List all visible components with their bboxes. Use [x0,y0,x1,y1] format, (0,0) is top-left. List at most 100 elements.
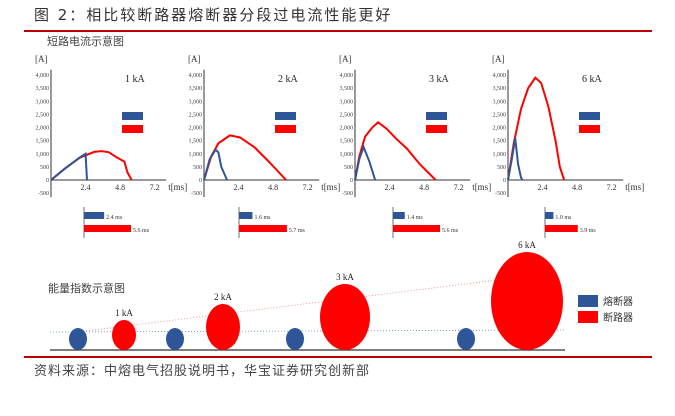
y-tick-label: 2,000 [189,126,203,132]
legend-swatch-breaker [578,311,598,323]
fuse-trend-line [49,329,566,333]
breaker-time-bar [239,225,287,232]
fuse-energy-bubble [457,328,475,350]
y-unit-label: [A] [492,54,505,64]
panel-label: 3 kA [429,74,450,85]
x-unit-label: t[ms] [472,182,491,192]
y-tick-label: 2,000 [340,126,354,132]
figure-title: 图 2：相比较断路器熔断器分段过电流性能更好 [34,6,393,24]
y-tick-label: 3,500 [493,86,507,92]
breaker-current-line [50,150,133,181]
fuse-time-label: 2.4 ms [106,215,123,221]
fuse-energy-bubble [166,328,184,350]
x-tick-label: 4.8 [572,183,582,192]
top-rule [24,30,652,32]
legend-swatch-breaker [579,125,600,133]
fuse-time-bar [393,212,405,219]
y-tick-label: 2,000 [493,126,507,132]
legend-label-breaker: 断路器 [603,311,633,324]
fuse-current-line [354,144,377,181]
fuse-time-bar [239,212,253,219]
x-tick-label: 7.2 [303,183,313,192]
y-tick-label: 1,000 [493,152,507,158]
breaker-time-bar [393,225,441,232]
bubble-label: 3 kA [336,272,354,282]
y-tick-label: 3,500 [189,86,203,92]
y-unit-label: [A] [35,54,48,64]
x-tick-label: 7.2 [150,183,160,192]
fuse-time-label: 1.6 ms [254,215,271,221]
y-tick-label: 1,500 [36,139,50,145]
x-tick-label: 7.2 [607,183,617,192]
x-tick-label: 4.8 [268,183,278,192]
bubble-label: 1 kA [115,308,133,318]
legend-swatch-breaker [426,125,447,133]
current-chart-title: 短路电流示意图 [47,34,124,48]
y-tick-label: 2,500 [340,112,354,118]
legend-swatch-breaker [122,125,143,133]
bubble-label: 6 kA [518,240,536,250]
fuse-time-bar [84,212,105,219]
legend-label-fuse: 熔断器 [603,295,633,308]
y-tick-label: 2,000 [36,126,50,132]
breaker-current-line [203,134,287,181]
fuse-energy-bubble [286,328,304,350]
breaker-energy-bubble [320,284,370,350]
x-unit-label: t[ms] [321,182,340,192]
x-tick-label: 2.4 [385,183,395,192]
y-tick-label: 2,500 [493,112,507,118]
legend-swatch-fuse [122,112,143,120]
legend-swatch-breaker [275,125,296,133]
legend-swatch-fuse [275,112,296,120]
source-note: 资料来源：中熔电气招股说明书，华宝证券研究创新部 [34,364,371,379]
y-unit-label: [A] [188,54,201,64]
y-tick-label: 3,000 [36,99,50,105]
y-tick-label: 0 [199,178,202,184]
y-tick-label: 1,000 [36,152,50,158]
legend-swatch-fuse [578,295,598,307]
fuse-time-label: 1.0 ms [555,215,572,221]
y-tick-label: 500 [497,165,506,171]
y-tick-label: 500 [40,165,49,171]
y-tick-label: 0 [350,178,353,184]
y-tick-label: 2,500 [189,112,203,118]
y-tick-label: 3,000 [493,99,507,105]
bubble-label: 2 kA [214,292,232,302]
y-tick-label: 0 [503,178,506,184]
breaker-time-label: 5.6 ms [133,228,150,234]
y-tick-label: -500 [191,191,202,197]
x-unit-label: t[ms] [625,182,644,192]
y-unit-label: [A] [339,54,352,64]
y-tick-label: 1,500 [340,139,354,145]
panel-label: 1 kA [125,74,146,85]
legend-swatch-fuse [579,112,600,120]
breaker-time-bar [84,225,132,232]
breaker-time-bar [545,225,578,232]
breaker-current-line [507,76,566,181]
fuse-time-bar [545,212,554,219]
fuse-energy-bubble [69,328,87,350]
panel-label: 6 kA [582,74,603,85]
breaker-energy-bubble [206,304,240,350]
y-tick-label: 4,000 [340,73,354,79]
fuse-current-line [203,148,228,181]
y-tick-label: 1,500 [493,139,507,145]
y-tick-label: 0 [46,178,49,184]
panel-label: 2 kA [278,74,299,85]
fuse-current-line [507,137,524,181]
x-tick-label: 4.8 [419,183,429,192]
x-tick-label: 2.4 [538,183,548,192]
legend-swatch-fuse [426,112,447,120]
y-tick-label: 3,000 [189,99,203,105]
y-tick-label: 500 [193,165,202,171]
y-tick-label: 3,500 [36,86,50,92]
breaker-trend-line [76,275,531,333]
breaker-energy-bubble [112,320,136,350]
y-tick-label: 4,000 [189,73,203,79]
y-tick-label: 3,500 [340,86,354,92]
fuse-current-line [50,151,88,181]
y-tick-label: 1,000 [189,152,203,158]
x-tick-label: 2.4 [234,183,244,192]
breaker-time-label: 3.9 ms [580,228,597,234]
